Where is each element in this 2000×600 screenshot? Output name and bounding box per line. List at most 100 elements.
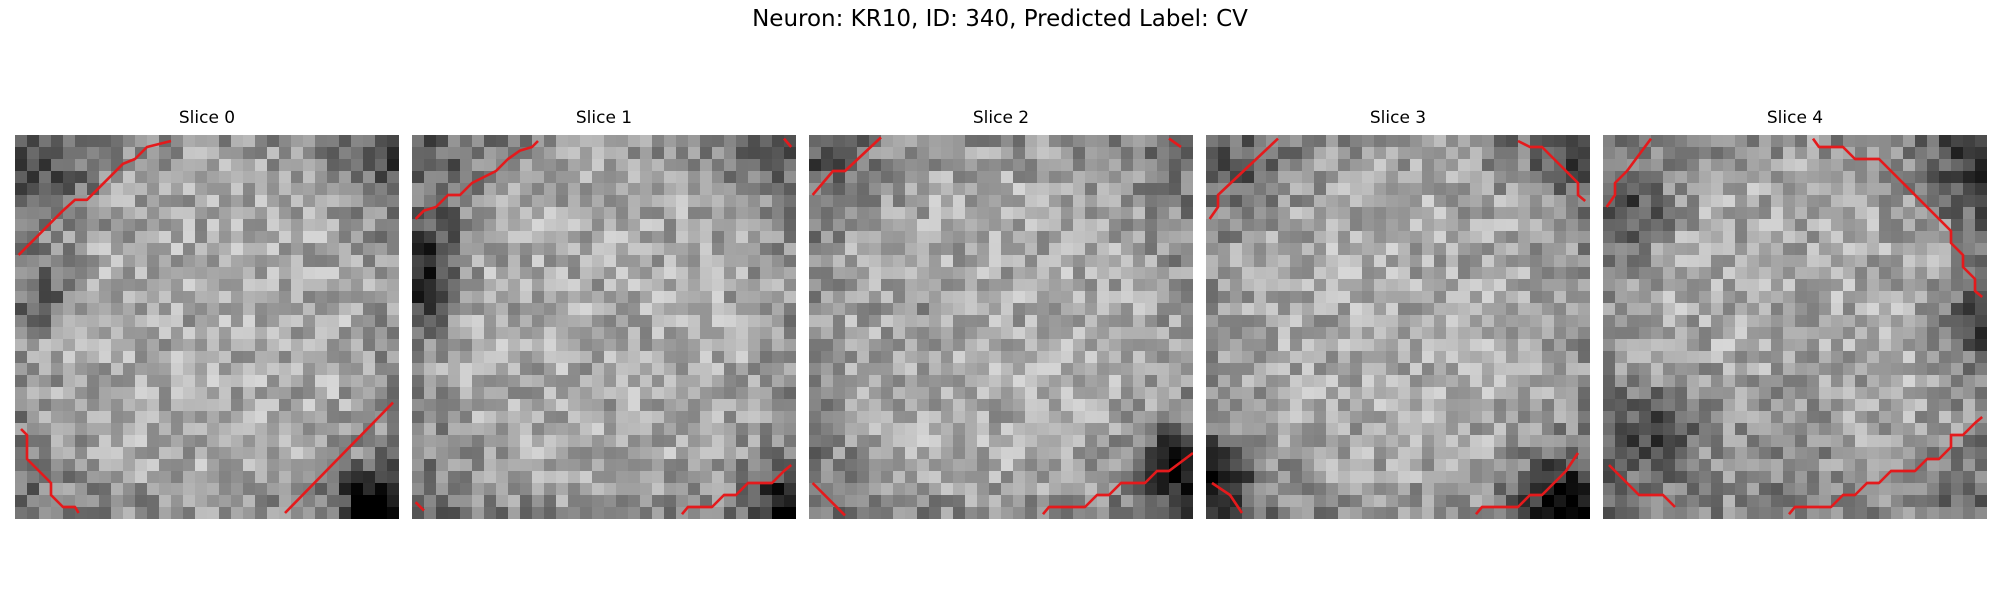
pixel [917, 303, 930, 316]
pixel [1759, 375, 1772, 388]
pixel [1759, 159, 1772, 172]
pixel [231, 375, 244, 388]
pixel [39, 459, 52, 472]
pixel [123, 483, 136, 496]
pixel [424, 291, 437, 304]
pixel [1133, 327, 1146, 340]
pixel [1037, 399, 1050, 412]
pixel [1446, 459, 1459, 472]
pixel [664, 267, 677, 280]
pixel [1615, 375, 1628, 388]
pixel [327, 231, 340, 244]
pixel [207, 351, 220, 364]
pixel [1518, 243, 1531, 256]
pixel [111, 507, 124, 519]
pixel [977, 363, 990, 376]
pixel [387, 495, 399, 508]
pixel [496, 255, 509, 268]
pixel [99, 339, 112, 352]
pixel [1819, 435, 1832, 448]
pixel [123, 339, 136, 352]
pixel [1470, 195, 1483, 208]
pixel [676, 219, 689, 232]
pixel [27, 267, 40, 280]
pixel [243, 255, 256, 268]
pixel [123, 435, 136, 448]
pixel [484, 471, 497, 484]
pixel [1338, 495, 1351, 508]
pixel [664, 471, 677, 484]
pixel [917, 255, 930, 268]
pixel [953, 255, 966, 268]
pixel [63, 471, 76, 484]
pixel [1879, 315, 1892, 328]
pixel [1759, 183, 1772, 196]
pixel [1206, 267, 1219, 280]
pixel [568, 363, 581, 376]
pixel [1073, 399, 1086, 412]
pixel [1302, 447, 1315, 460]
pixel [772, 243, 785, 256]
pixel [27, 147, 40, 160]
pixel [1097, 399, 1110, 412]
pixel [1639, 243, 1652, 256]
pixel [1362, 255, 1375, 268]
pixel [436, 279, 449, 292]
pixel [1362, 135, 1375, 148]
pixel [1422, 267, 1435, 280]
pixel [1711, 207, 1724, 220]
pixel [1603, 255, 1616, 268]
pixel [1867, 375, 1880, 388]
pixel [1157, 243, 1170, 256]
pixel [99, 507, 112, 519]
pixel [556, 267, 569, 280]
pixel [63, 243, 76, 256]
pixel [351, 459, 364, 472]
pixel [1975, 279, 1987, 292]
pixel [881, 255, 894, 268]
pixel [1049, 207, 1062, 220]
pixel [1723, 339, 1736, 352]
pixel [1314, 207, 1327, 220]
pixel [1326, 279, 1339, 292]
pixel [1109, 315, 1122, 328]
pixel [111, 255, 124, 268]
pixel [1097, 231, 1110, 244]
pixel [63, 207, 76, 220]
pixel [51, 471, 64, 484]
pixel [1013, 183, 1026, 196]
pixel [1578, 363, 1590, 376]
pixel [989, 339, 1002, 352]
pixel [1831, 375, 1844, 388]
pixel [1314, 255, 1327, 268]
pixel [27, 135, 40, 148]
pixel [460, 351, 473, 364]
pixel [1085, 147, 1098, 160]
pixel [1663, 279, 1676, 292]
pixel [700, 483, 713, 496]
pixel [1951, 375, 1964, 388]
pixel [628, 303, 641, 316]
pixel [1278, 423, 1291, 436]
pixel [712, 243, 725, 256]
pixel [1338, 255, 1351, 268]
pixel [1278, 435, 1291, 448]
pixel [544, 195, 557, 208]
pixel [387, 351, 399, 364]
pixel [520, 231, 533, 244]
pixel [1578, 255, 1590, 268]
pixel [1446, 351, 1459, 364]
pixel [375, 387, 388, 400]
pixel [1314, 147, 1327, 160]
pixel [339, 375, 352, 388]
pixel [977, 279, 990, 292]
pixel [809, 183, 822, 196]
pixel [1097, 183, 1110, 196]
pixel [63, 459, 76, 472]
pixel [1855, 351, 1868, 364]
pixel [99, 279, 112, 292]
pixel [520, 423, 533, 436]
pixel [1578, 351, 1590, 364]
pixel [1795, 327, 1808, 340]
pixel [375, 279, 388, 292]
